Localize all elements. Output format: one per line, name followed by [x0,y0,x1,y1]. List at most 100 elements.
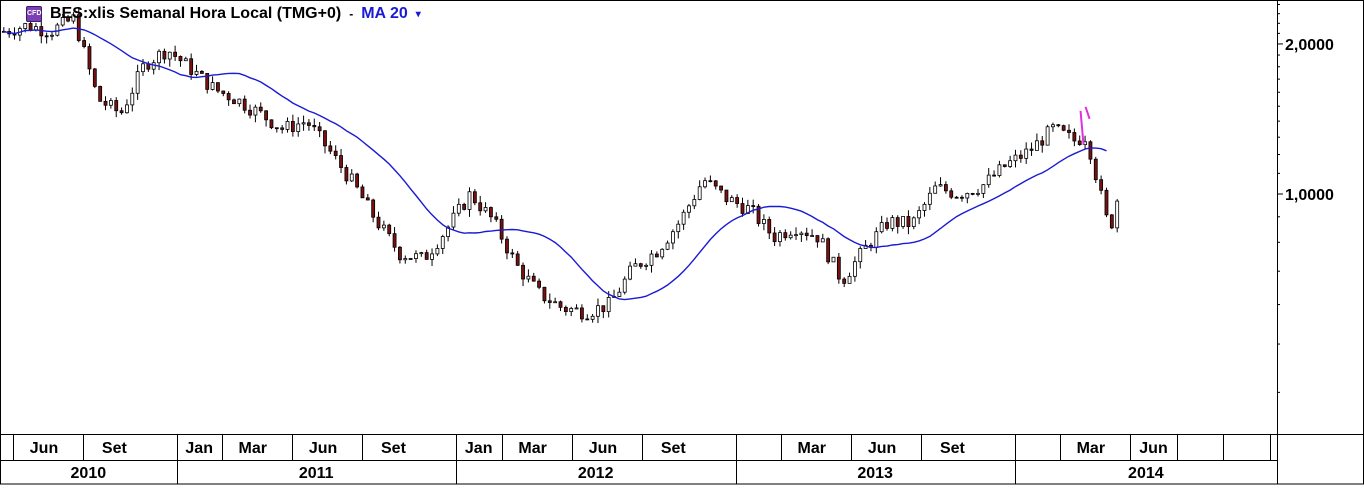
candle-body [676,223,681,233]
candle-down [767,216,772,240]
candle-body [799,232,804,236]
candle-down [339,148,343,174]
candle-body [810,235,814,237]
candle-up [1115,199,1120,233]
candle-body [569,308,574,313]
candle-up [890,215,895,232]
candle-up [349,169,354,183]
candle-up [874,227,879,254]
candle-body [553,301,558,304]
candle-down [547,293,552,309]
candle-down [558,300,563,312]
legend-ma-label[interactable]: MA 20 [361,5,408,22]
candle-down [1072,128,1077,147]
x-month-label: Mar [518,440,546,457]
candle-body [451,212,456,228]
candle-up [296,117,301,137]
candle-body [376,216,381,229]
candle-body [858,248,863,263]
candle-body [371,199,376,218]
candle-body [216,82,220,92]
candle-body [323,130,327,147]
candle-down [815,235,820,248]
candle-body [772,232,777,243]
candle-body [440,236,445,249]
candle-down [515,251,520,266]
candle-up [986,167,991,188]
candle-up [863,240,868,249]
candle-down [189,53,194,80]
candle-up [927,187,932,211]
candle-down [826,237,831,265]
candle-down [585,314,590,321]
candle-body [547,300,552,303]
candle-up [997,160,1002,178]
candle-up [901,216,905,229]
x-year-label: 2012 [578,465,614,482]
candle-body [173,51,178,57]
candle-up [1034,133,1039,151]
legend-title[interactable]: BES:xlis Semanal Hora Local (TMG+0) [50,5,342,22]
candle-up [606,291,611,318]
candle-body [526,275,531,280]
candle-body [1088,141,1093,160]
candle-down [1061,124,1066,132]
candle-up [681,209,686,230]
candle-up [649,250,654,273]
candle-down [232,98,236,105]
candle-body [392,233,397,248]
candle-body [687,205,691,213]
candle-body [836,256,841,280]
candle-body [1061,125,1066,131]
ma-dropdown-icon[interactable]: ▾ [415,8,421,20]
candle-down [1067,124,1071,139]
candle-body [248,109,252,116]
candle-up [430,248,434,266]
candle-body [119,110,124,114]
candle-down [87,43,92,75]
candle-down [365,193,370,201]
candle-up [976,188,980,197]
candle-up [799,231,804,242]
candle-up [1051,122,1055,132]
candle-body [917,210,922,219]
candle-body [874,231,879,248]
candle-body [531,275,536,282]
candle-up [130,87,135,112]
candle-down [804,227,809,241]
candle-down [960,195,964,202]
candle-up [285,117,290,133]
candle-up [938,177,943,187]
candle-body [71,14,76,22]
cfd-icon: CFD [26,6,42,22]
chart-legend: CFD BES:xlis Semanal Hora Local (TMG+0) … [26,4,421,24]
candle-up [644,263,649,271]
candle-body [515,253,520,266]
candle-body [307,122,311,126]
candle-body [194,70,199,75]
candle-down [114,97,119,118]
candle-up [419,251,424,257]
candle-down [1056,124,1061,128]
candle-body [617,291,622,297]
candle-body [922,203,927,211]
candle-body [92,68,97,87]
candle-body [558,301,563,308]
candle-up [692,194,697,210]
candle-body [1067,129,1071,133]
candle-down [242,95,247,114]
candle-up [853,256,857,282]
candle-body [398,246,402,261]
candle-body [960,196,964,199]
candle-down [735,194,740,208]
candle-down [173,45,178,61]
candle-body [804,232,809,237]
candle-up [965,192,970,204]
candle-down [162,48,167,64]
candle-up [628,261,632,281]
candle-body [82,40,87,47]
candle-body [762,219,766,224]
candle-down [398,246,402,264]
candle-body [232,99,236,105]
candle-body [992,174,996,177]
